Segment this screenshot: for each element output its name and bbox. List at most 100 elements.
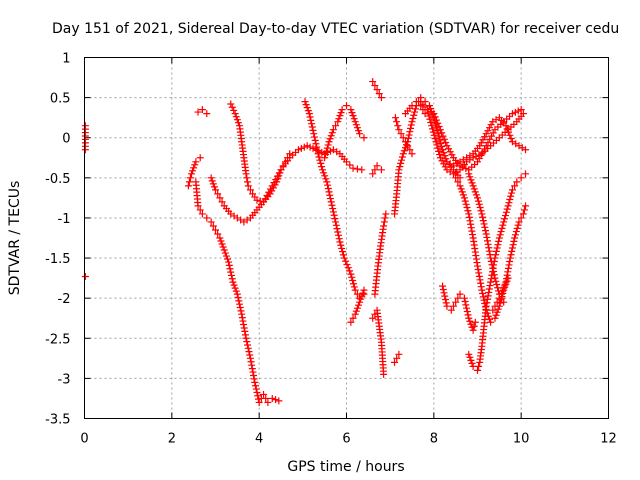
data-point	[472, 191, 480, 199]
data-point	[332, 218, 340, 226]
data-point	[515, 218, 523, 226]
y-tick-label: 0	[62, 132, 70, 147]
data-point	[371, 166, 379, 174]
data-point	[336, 112, 344, 120]
data-point	[465, 213, 473, 221]
data-point	[231, 110, 239, 118]
data-point	[510, 237, 518, 245]
data-point	[511, 182, 519, 190]
data-point	[502, 208, 510, 216]
data-point	[493, 244, 501, 252]
data-point	[503, 125, 511, 133]
data-point	[250, 375, 258, 383]
data-point	[503, 271, 511, 279]
data-point	[505, 261, 513, 269]
y-tick-label: -3	[58, 372, 71, 387]
data-point	[467, 224, 475, 232]
data-point	[482, 227, 490, 235]
data-point	[487, 318, 495, 326]
data-point	[381, 214, 389, 222]
data-point	[260, 390, 268, 398]
data-point	[430, 110, 438, 118]
data-point	[408, 118, 416, 126]
data-point	[309, 126, 317, 134]
data-point	[252, 382, 260, 390]
data-point	[353, 290, 361, 298]
data-point	[203, 214, 211, 222]
data-point	[332, 221, 340, 229]
data-point	[439, 132, 447, 140]
data-point	[264, 398, 272, 406]
data-point	[456, 182, 464, 190]
chart-title: Day 151 of 2021, Sidereal Day-to-day VTE…	[52, 21, 619, 37]
data-point	[301, 98, 309, 106]
data-point	[192, 158, 200, 166]
data-point	[421, 110, 429, 118]
data-point	[337, 241, 345, 249]
data-point	[492, 247, 500, 255]
data-point	[339, 248, 347, 256]
data-point	[437, 139, 445, 147]
data-point	[502, 278, 510, 286]
data-point	[351, 118, 359, 126]
y-tick-label: 0.5	[50, 92, 71, 107]
data-point	[311, 136, 319, 144]
data-point	[428, 122, 436, 130]
data-point	[373, 162, 381, 170]
data-point	[462, 200, 470, 208]
data-point	[467, 220, 475, 228]
data-point	[229, 278, 237, 286]
data-point	[208, 177, 216, 185]
data-point	[358, 292, 366, 300]
data-point	[483, 233, 491, 241]
data-point	[411, 108, 419, 116]
data-point	[498, 224, 506, 232]
y-tick-label: -3.5	[45, 413, 70, 428]
data-point	[302, 101, 310, 109]
data-point	[303, 104, 311, 112]
data-point	[476, 142, 484, 150]
data-point	[463, 204, 471, 212]
data-point	[506, 254, 514, 262]
data-point	[249, 368, 257, 376]
data-point	[330, 211, 338, 219]
data-point	[209, 222, 217, 230]
data-point	[312, 140, 320, 148]
data-point	[81, 273, 89, 281]
data-point	[196, 154, 204, 162]
data-point	[436, 126, 444, 134]
data-point	[476, 204, 484, 212]
data-point	[430, 131, 438, 139]
data-point	[464, 311, 472, 319]
data-point	[398, 156, 406, 164]
data-point	[190, 164, 198, 172]
data-point	[464, 207, 472, 215]
data-point	[494, 284, 502, 292]
data-point	[504, 264, 512, 272]
data-point	[347, 106, 355, 114]
data-point	[315, 153, 323, 161]
data-point	[476, 276, 484, 284]
data-point	[359, 289, 367, 297]
data-point	[322, 151, 330, 159]
data-point	[435, 147, 443, 155]
data-point	[338, 106, 346, 114]
data-point	[377, 166, 385, 174]
data-point	[483, 299, 491, 307]
data-point	[377, 94, 385, 102]
data-point	[347, 270, 355, 278]
data-point	[404, 134, 412, 142]
data-point	[481, 223, 489, 231]
data-point	[336, 238, 344, 246]
data-point	[508, 186, 516, 194]
data-point	[189, 167, 197, 175]
data-point	[489, 264, 497, 272]
data-point	[445, 145, 453, 153]
data-point	[310, 130, 318, 138]
data-point	[326, 191, 334, 199]
data-point	[482, 302, 490, 310]
data-point	[493, 281, 501, 289]
data-point	[441, 152, 449, 160]
data-point	[475, 269, 483, 277]
data-point	[465, 350, 473, 358]
